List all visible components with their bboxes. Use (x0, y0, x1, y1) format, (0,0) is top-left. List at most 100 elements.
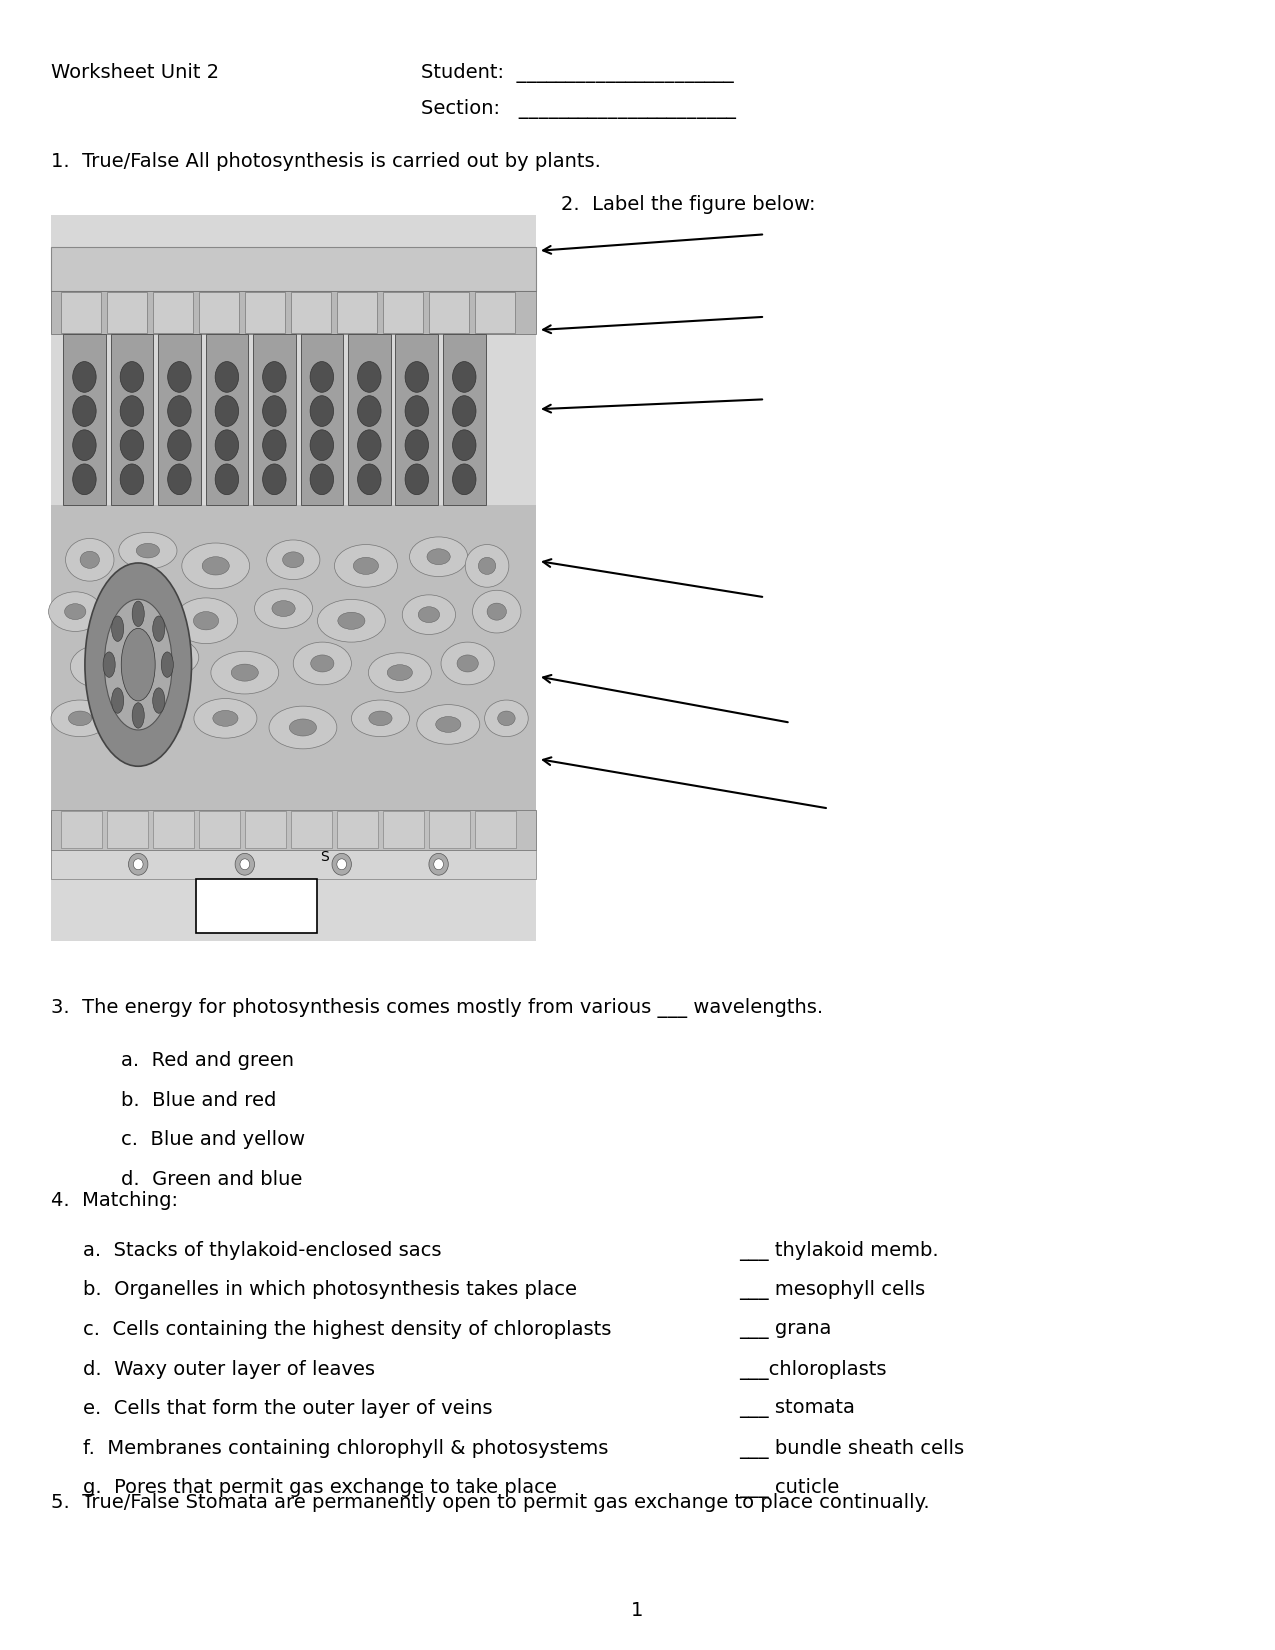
Text: ___ mesophyll cells: ___ mesophyll cells (740, 1280, 926, 1300)
Ellipse shape (337, 858, 347, 870)
Bar (428, 292, 469, 333)
Bar (51, 214, 536, 940)
Ellipse shape (317, 599, 385, 642)
Bar (245, 812, 286, 848)
Bar (205, 335, 249, 505)
Ellipse shape (51, 700, 110, 736)
Ellipse shape (215, 464, 238, 495)
Ellipse shape (120, 361, 144, 393)
Ellipse shape (113, 706, 182, 742)
Ellipse shape (85, 563, 191, 766)
Bar (107, 812, 148, 848)
Ellipse shape (48, 592, 102, 632)
Ellipse shape (255, 589, 312, 629)
Ellipse shape (194, 698, 258, 738)
Bar (199, 292, 238, 333)
Bar (61, 292, 101, 333)
Bar (51, 290, 536, 335)
Ellipse shape (215, 361, 238, 393)
Ellipse shape (334, 544, 398, 587)
Ellipse shape (453, 431, 476, 460)
Ellipse shape (263, 464, 286, 495)
Ellipse shape (338, 612, 365, 629)
Bar (382, 292, 423, 333)
Ellipse shape (112, 688, 124, 713)
Ellipse shape (310, 396, 334, 426)
Text: c.  Cells containing the highest density of chloroplasts: c. Cells containing the highest density … (83, 1320, 611, 1340)
Ellipse shape (283, 551, 303, 568)
Bar (111, 335, 153, 505)
Text: 3.  The energy for photosynthesis comes mostly from various ___ wavelengths.: 3. The energy for photosynthesis comes m… (51, 998, 824, 1018)
Ellipse shape (136, 543, 159, 558)
Ellipse shape (310, 464, 334, 495)
Ellipse shape (133, 703, 144, 728)
Ellipse shape (453, 464, 476, 495)
Ellipse shape (65, 604, 85, 619)
Text: a.  Stacks of thylakoid-enclosed sacs: a. Stacks of thylakoid-enclosed sacs (83, 1241, 441, 1261)
Ellipse shape (409, 536, 468, 576)
Ellipse shape (153, 615, 164, 642)
Ellipse shape (453, 361, 476, 393)
Ellipse shape (332, 853, 352, 875)
Ellipse shape (453, 396, 476, 426)
Ellipse shape (133, 601, 144, 627)
Text: 2.  Label the figure below:: 2. Label the figure below: (561, 195, 816, 214)
Ellipse shape (105, 599, 172, 729)
Bar (442, 335, 486, 505)
Text: e.  Cells that form the outer layer of veins: e. Cells that form the outer layer of ve… (83, 1399, 492, 1419)
Ellipse shape (231, 663, 259, 681)
Text: d.  Green and blue: d. Green and blue (121, 1170, 302, 1190)
Ellipse shape (210, 652, 279, 695)
Ellipse shape (112, 615, 124, 642)
Ellipse shape (428, 853, 449, 875)
Ellipse shape (215, 396, 238, 426)
Ellipse shape (154, 650, 180, 665)
Ellipse shape (269, 706, 337, 749)
Ellipse shape (289, 719, 316, 736)
Bar (51, 850, 536, 879)
Text: 1.  True/False All photosynthesis is carried out by plants.: 1. True/False All photosynthesis is carr… (51, 152, 601, 172)
Ellipse shape (293, 642, 352, 685)
Ellipse shape (168, 464, 191, 495)
Ellipse shape (168, 396, 191, 426)
Text: ___ thylakoid memb.: ___ thylakoid memb. (740, 1241, 940, 1261)
Ellipse shape (263, 431, 286, 460)
Ellipse shape (182, 543, 250, 589)
Ellipse shape (213, 711, 238, 726)
Ellipse shape (310, 431, 334, 460)
Bar (291, 292, 332, 333)
Ellipse shape (272, 601, 296, 617)
Bar (382, 812, 425, 848)
Text: ___chloroplasts: ___chloroplasts (740, 1360, 887, 1379)
Ellipse shape (357, 431, 381, 460)
Ellipse shape (311, 655, 334, 672)
Text: S: S (320, 850, 329, 865)
Ellipse shape (441, 642, 495, 685)
Ellipse shape (99, 581, 167, 624)
Bar (474, 292, 515, 333)
Ellipse shape (194, 612, 218, 630)
Ellipse shape (168, 361, 191, 393)
Ellipse shape (80, 551, 99, 568)
Bar (107, 292, 147, 333)
Ellipse shape (153, 688, 164, 713)
Ellipse shape (357, 396, 381, 426)
Ellipse shape (405, 361, 428, 393)
Bar (337, 812, 379, 848)
Ellipse shape (436, 716, 460, 733)
Ellipse shape (168, 431, 191, 460)
Ellipse shape (103, 652, 115, 678)
Bar (337, 292, 377, 333)
Text: 5.  True/False Stomata are permanently open to permit gas exchange to place cont: 5. True/False Stomata are permanently op… (51, 1493, 929, 1513)
Bar (395, 335, 439, 505)
Ellipse shape (368, 711, 393, 726)
Bar (474, 812, 516, 848)
Ellipse shape (73, 361, 96, 393)
Ellipse shape (405, 431, 428, 460)
Bar (153, 292, 193, 333)
Text: b.  Blue and red: b. Blue and red (121, 1091, 277, 1110)
Text: g.  Pores that permit gas exchange to take place: g. Pores that permit gas exchange to tak… (83, 1478, 557, 1498)
Ellipse shape (240, 858, 250, 870)
Ellipse shape (357, 361, 381, 393)
Text: d.  Waxy outer layer of leaves: d. Waxy outer layer of leaves (83, 1360, 375, 1379)
